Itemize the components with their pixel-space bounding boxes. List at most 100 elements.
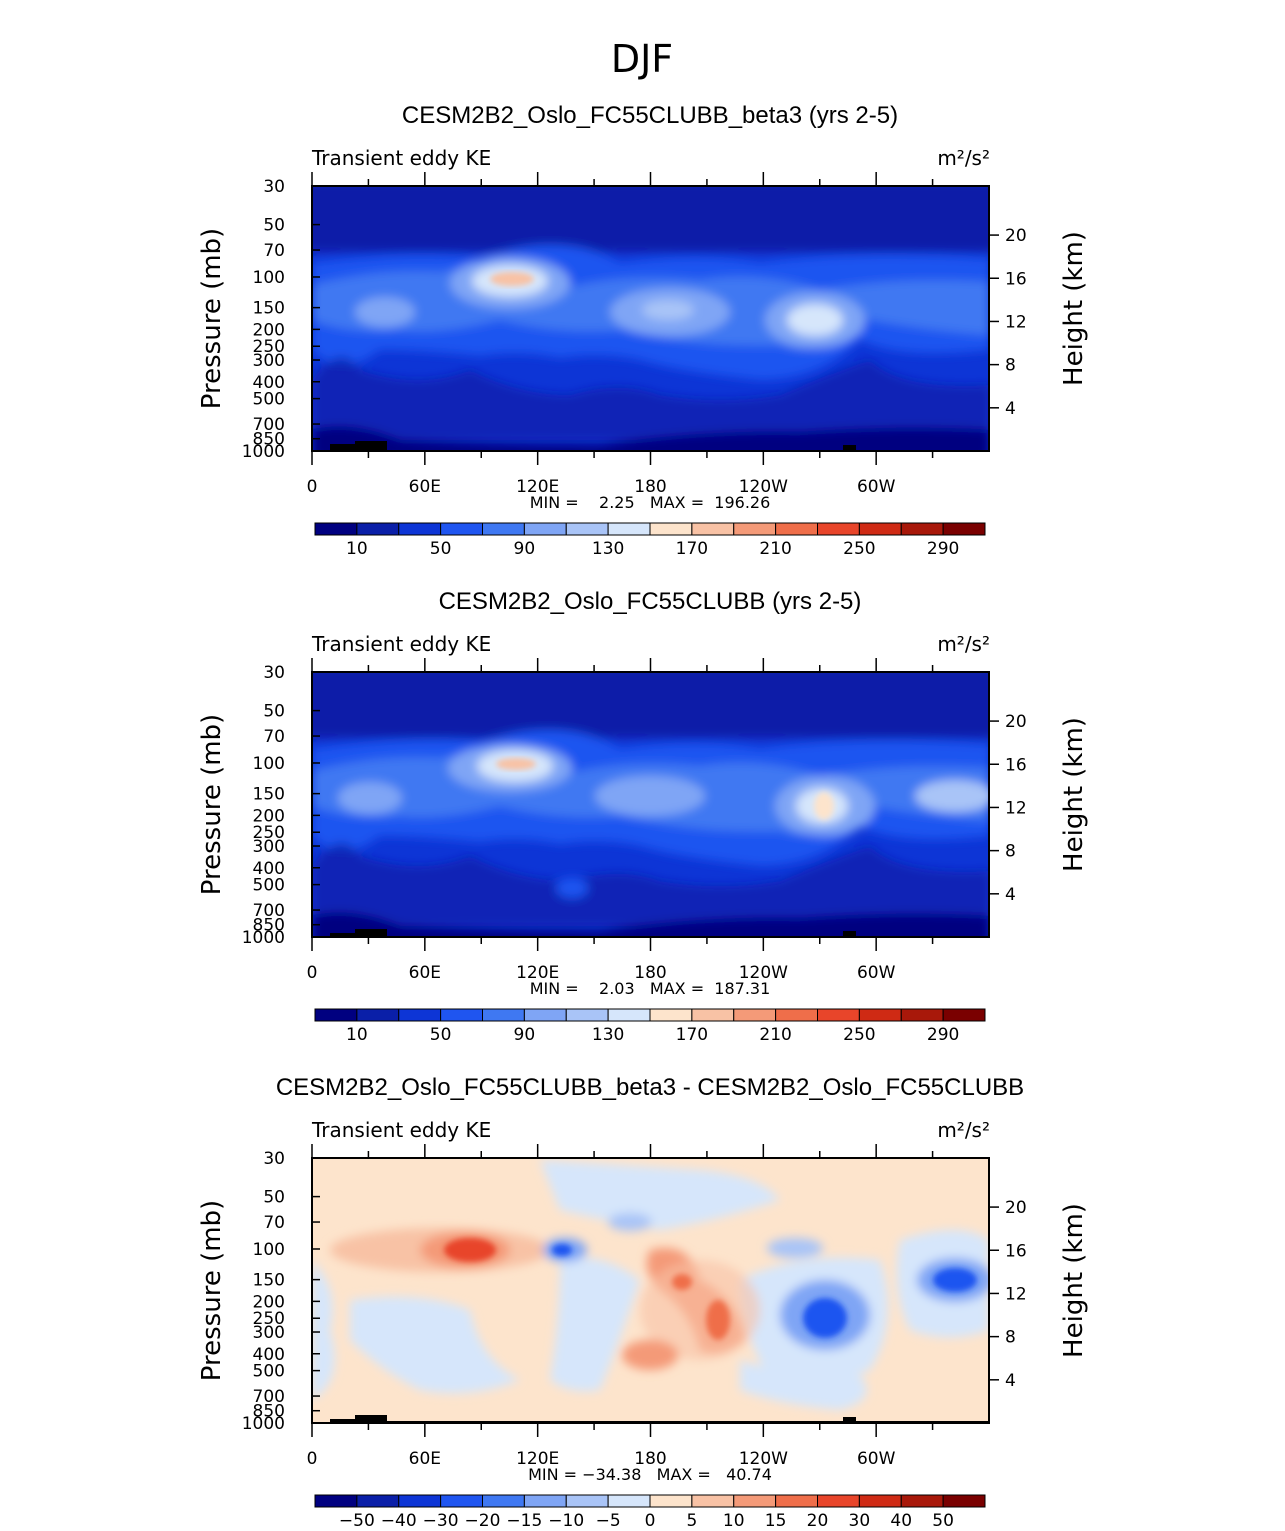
pressure-tick-label: 300 xyxy=(253,351,285,371)
pressure-tick-label: 1000 xyxy=(242,1414,285,1434)
pressure-tick-label: 500 xyxy=(253,1362,285,1382)
pressure-tick-label: 850 xyxy=(253,430,285,450)
panel-2-title: CESM2B2_Oslo_FC55CLUBB (yrs 2-5) xyxy=(439,588,862,615)
panel-3-min-core xyxy=(803,1298,847,1338)
colorbar-swatch xyxy=(356,1008,400,1022)
colorbar-label: 90 xyxy=(514,1025,536,1045)
colorbar-swatch xyxy=(607,1494,651,1508)
colorbar-swatch xyxy=(775,1008,818,1022)
pressure-tick-label: 30 xyxy=(263,1149,285,1169)
lon-tick-label: 180 xyxy=(634,1449,666,1469)
panel-3-negative-region-g xyxy=(740,1360,867,1410)
colorbar-swatch xyxy=(523,1494,567,1508)
colorbar-label: 50 xyxy=(430,1025,452,1045)
colorbar-label: 10 xyxy=(346,1025,368,1045)
height-tick-label: 8 xyxy=(1005,356,1016,376)
pressure-tick-label: 250 xyxy=(253,823,285,843)
lon-tick-label: 60W xyxy=(857,1449,896,1469)
colorbar-label: 290 xyxy=(927,539,959,559)
colorbar-label: 170 xyxy=(676,1025,708,1045)
panel-1-title: CESM2B2_Oslo_FC55CLUBB_beta3 (yrs 2-5) xyxy=(402,102,898,129)
pressure-tick-label: 100 xyxy=(253,754,285,774)
colorbar-label: 210 xyxy=(759,539,791,559)
colorbar-swatch xyxy=(607,522,651,536)
height-tick-label: 4 xyxy=(1005,399,1016,419)
height-tick-label: 20 xyxy=(1005,1198,1027,1218)
pressure-tick-label: 500 xyxy=(253,876,285,896)
pressure-tick-label: 400 xyxy=(253,859,285,879)
pressure-tick-label: 50 xyxy=(263,702,285,722)
colorbar-swatch xyxy=(942,1494,986,1508)
lon-tick-label: 120E xyxy=(516,1449,559,1469)
lon-tick-label: 60W xyxy=(857,477,896,497)
colorbar-swatch xyxy=(900,1494,944,1508)
colorbar-swatch xyxy=(691,1008,735,1022)
pressure-tick-label: 850 xyxy=(253,916,285,936)
colorbar-swatch xyxy=(523,1008,567,1022)
pressure-axis-title: Pressure (mb) xyxy=(197,714,227,895)
colorbar-swatch xyxy=(482,1494,525,1508)
panel-1-surface-region xyxy=(312,426,989,451)
colorbar-swatch xyxy=(398,1008,442,1022)
colorbar-label: 130 xyxy=(592,1025,624,1045)
colorbar-swatch xyxy=(858,1494,902,1508)
height-tick-label: 8 xyxy=(1005,842,1016,862)
panel-1-stats: MIN = 2.25 MAX = 196.26 xyxy=(530,493,771,512)
panel-2-stats: MIN = 2.03 MAX = 187.31 xyxy=(530,979,771,998)
lon-tick-label: 120E xyxy=(516,477,559,497)
colorbar-label: −40 xyxy=(381,1511,417,1531)
pressure-tick-label: 100 xyxy=(253,268,285,288)
colorbar-swatch xyxy=(900,1008,944,1022)
panel-3-variable-label: Transient eddy KE xyxy=(311,1118,491,1142)
height-axis-title: Height (km) xyxy=(1059,1203,1089,1358)
colorbar-swatch xyxy=(900,522,944,536)
panel-3-negative-upper-mid xyxy=(608,1213,652,1231)
colorbar-swatch xyxy=(356,1494,400,1508)
colorbar-swatch xyxy=(942,522,986,536)
panel-1-stratosphere-region xyxy=(312,186,989,252)
lon-tick-label: 120E xyxy=(516,963,559,983)
pressure-tick-label: 200 xyxy=(253,320,285,340)
colorbar-swatch xyxy=(398,1494,442,1508)
colorbar-label: 90 xyxy=(514,539,536,559)
lon-tick-label: 0 xyxy=(307,1449,318,1469)
colorbar-swatch xyxy=(314,522,358,536)
pressure-tick-label: 70 xyxy=(263,1213,285,1233)
colorbar-swatch xyxy=(691,1494,735,1508)
colorbar-label: 130 xyxy=(592,539,624,559)
pressure-tick-label: 70 xyxy=(263,727,285,747)
pressure-tick-label: 700 xyxy=(253,901,285,921)
panel-1: CESM2B2_Oslo_FC55CLUBB_beta3 (yrs 2-5) T… xyxy=(197,102,1089,559)
pressure-axis-title: Pressure (mb) xyxy=(197,1200,227,1381)
colorbar-label: 0 xyxy=(645,1511,656,1531)
colorbar-swatch xyxy=(817,1008,860,1022)
panel-3-colorbar: −50 −40 −30 −20 −15 −10 −5 0 5 10 15 20 30 40 50 xyxy=(314,1494,986,1531)
colorbar-swatch xyxy=(398,522,442,536)
pressure-tick-label: 200 xyxy=(253,1292,285,1312)
colorbar-label: 250 xyxy=(843,1025,875,1045)
colorbar-label: 50 xyxy=(932,1511,954,1531)
colorbar-swatch xyxy=(565,1008,609,1022)
colorbar-swatch xyxy=(649,1008,693,1022)
pressure-tick-label: 30 xyxy=(263,663,285,683)
panel-1-jet-left xyxy=(355,297,415,327)
panel-2: CESM2B2_Oslo_FC55CLUBB (yrs 2-5) Transie… xyxy=(197,588,1089,1045)
colorbar-label: −5 xyxy=(596,1511,621,1531)
colorbar-label: 290 xyxy=(927,1025,959,1045)
panel-1-lower-region xyxy=(312,357,989,440)
height-tick-label: 12 xyxy=(1005,312,1027,332)
colorbar-label: 15 xyxy=(765,1511,787,1531)
panel-3-dateline-core-upper xyxy=(672,1274,692,1290)
pressure-tick-label: 100 xyxy=(253,1240,285,1260)
pressure-tick-label: 400 xyxy=(253,1345,285,1365)
colorbar-swatch xyxy=(733,1008,777,1022)
pressure-tick-label: 1000 xyxy=(242,442,285,462)
colorbar-label: −15 xyxy=(506,1511,542,1531)
colorbar-swatch xyxy=(858,522,902,536)
height-tick-label: 4 xyxy=(1005,1371,1016,1391)
panel-3-dateline-core xyxy=(706,1300,730,1340)
panel-3-120e-core xyxy=(552,1244,572,1256)
